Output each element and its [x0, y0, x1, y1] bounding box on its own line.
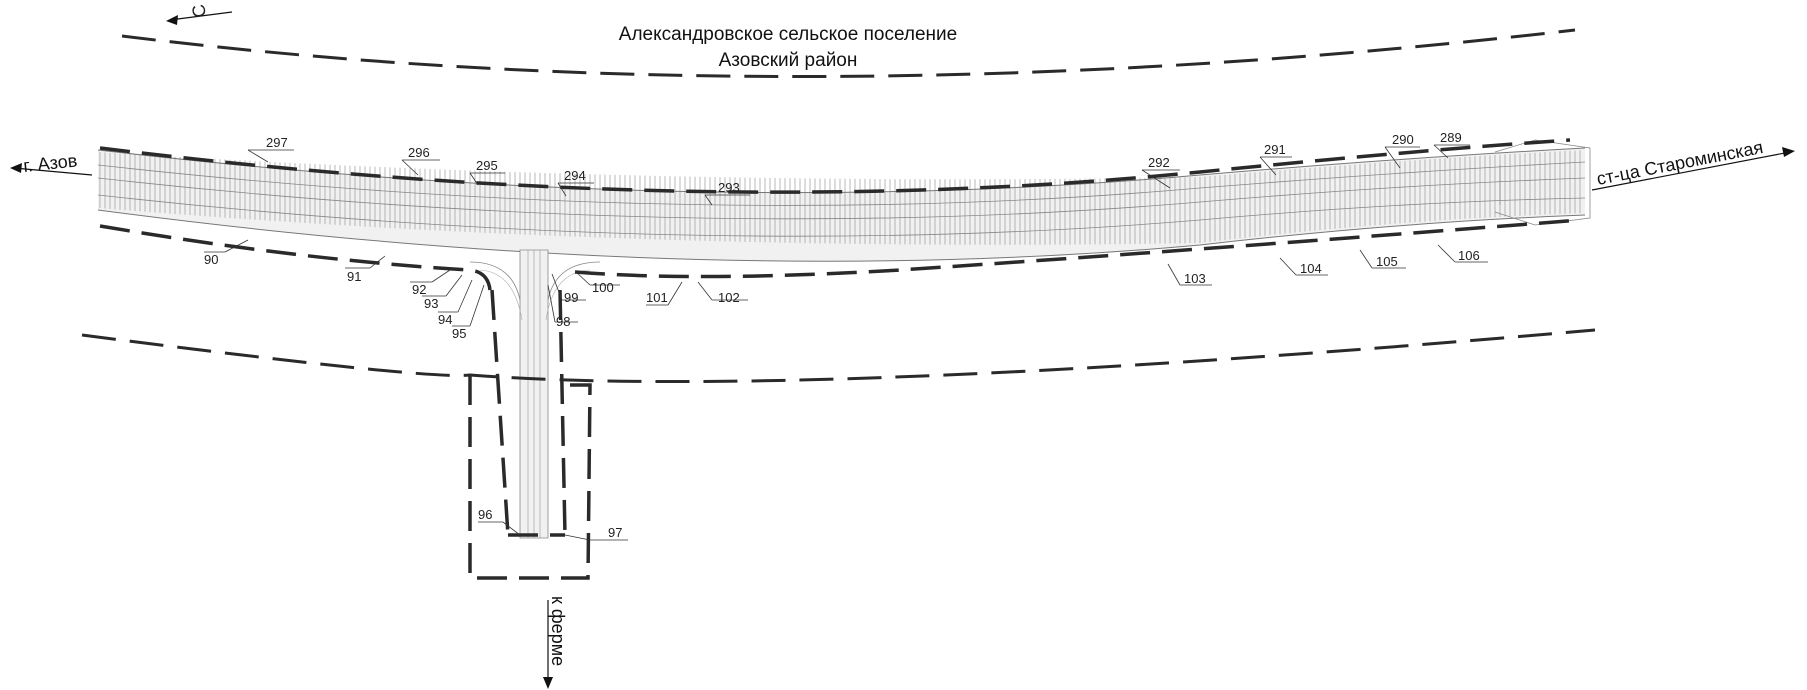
district-title: Азовский район: [719, 50, 858, 71]
side-road: [469, 249, 601, 539]
direction-south: к ферме: [543, 596, 568, 689]
point-label: 96: [478, 507, 492, 522]
point-label: 100: [592, 280, 614, 295]
direction-east: ст-ца Староминская: [1591, 137, 1795, 191]
point-label: 95: [452, 326, 466, 341]
point-label: 97: [608, 525, 622, 540]
direction-east-label: ст-ца Староминская: [1595, 137, 1765, 189]
point-label: 93: [424, 296, 438, 311]
settlement-title: Александровское сельское поселение: [619, 24, 957, 45]
right-of-way-boundary: [99, 138, 1581, 580]
point-label: 91: [347, 269, 361, 284]
outer-boundary-lines: [81, 28, 1596, 384]
point-label: 293: [718, 180, 740, 195]
point-label: 294: [564, 168, 586, 183]
point-label: 291: [1264, 142, 1286, 157]
point-label: 295: [476, 158, 498, 173]
point-label: 102: [718, 290, 740, 305]
main-road: [97, 139, 1591, 262]
point-label: 104: [1300, 261, 1322, 276]
point-label: 94: [438, 312, 452, 327]
point-labels: 297 296 295 294 293 292 291 290 289 90 9…: [204, 130, 1480, 540]
point-label: 297: [266, 135, 288, 150]
point-label: 99: [564, 290, 578, 305]
point-label: 101: [646, 290, 668, 305]
point-label: 289: [1440, 130, 1462, 145]
north-arrow: С: [166, 3, 233, 25]
direction-south-label: к ферме: [548, 596, 568, 666]
point-label: 92: [412, 282, 426, 297]
point-label: 292: [1148, 155, 1170, 170]
direction-west: г. Азов: [10, 150, 93, 176]
leader-lines: [204, 144, 1488, 541]
point-label: 290: [1392, 132, 1414, 147]
point-label: 90: [204, 252, 218, 267]
point-label: 106: [1458, 248, 1480, 263]
north-label: С: [188, 3, 210, 19]
point-label: 296: [408, 145, 430, 160]
point-label: 103: [1184, 271, 1206, 286]
direction-west-label: г. Азов: [22, 150, 78, 176]
point-label: 105: [1376, 254, 1398, 269]
point-label: 98: [556, 314, 570, 329]
